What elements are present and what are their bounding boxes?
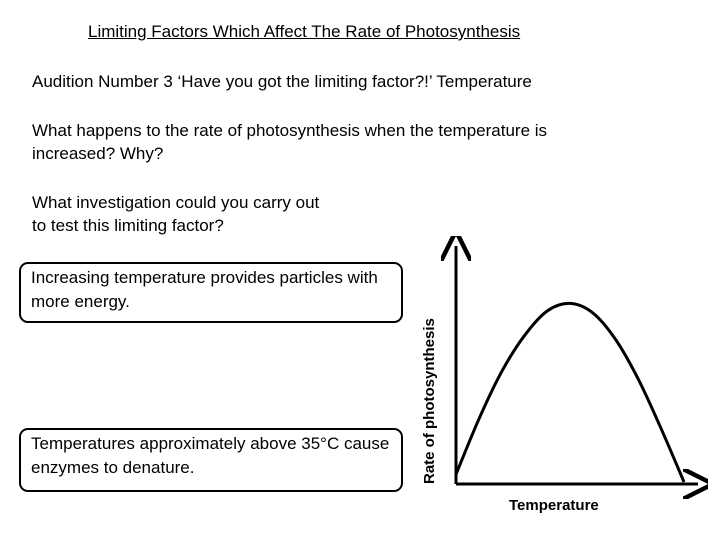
rate-curve (454, 301, 686, 483)
question-investigation: What investigation could you carry out t… (32, 193, 320, 235)
y-axis-label: Rate of photosynthesis (421, 318, 438, 484)
answer-text-energy: Increasing temperature provides particle… (31, 268, 378, 311)
answer-box-denature: Temperatures approximately above 35°C ca… (19, 428, 403, 492)
rate-temperature-graph: Rate of photosynthesis Temperature (421, 236, 708, 514)
answer-text-denature: Temperatures approximately above 35°C ca… (31, 434, 390, 477)
x-axis-label: Temperature (509, 497, 599, 514)
slide-title: Limiting Factors Which Affect The Rate o… (88, 22, 521, 41)
question-rate-temperature: What happens to the rate of photosynthes… (32, 121, 548, 163)
answer-box-energy: Increasing temperature provides particle… (19, 262, 403, 323)
audition-heading: Audition Number 3 ‘Have you got the limi… (32, 72, 532, 91)
